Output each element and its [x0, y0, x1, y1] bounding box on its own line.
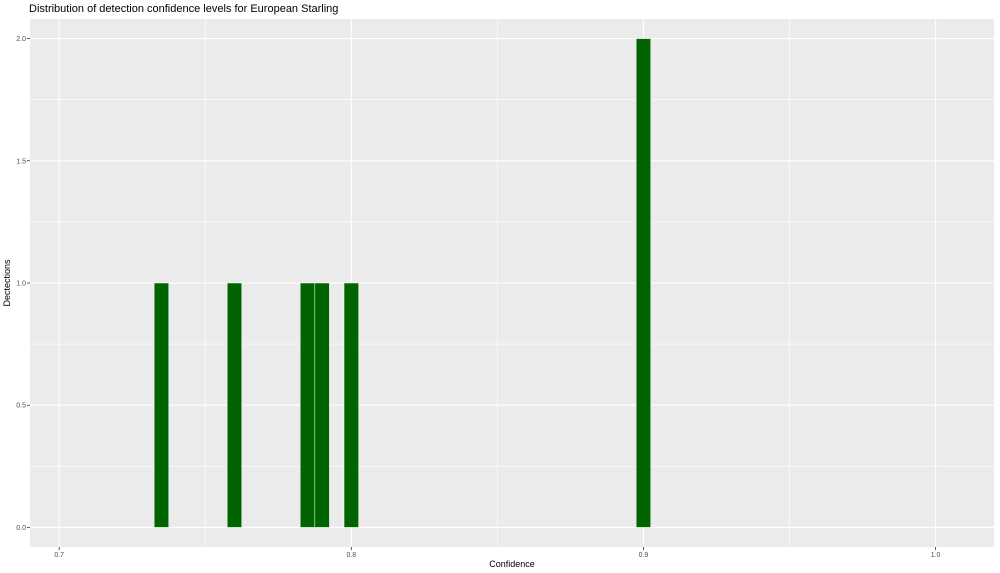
- chart-title: Distribution of detection confidence lev…: [29, 3, 338, 15]
- y-axis-title: Dectections: [2, 259, 12, 307]
- x-tick-label: 1.0: [931, 552, 941, 559]
- y-tick-label: 0.5: [16, 403, 26, 410]
- histogram-bar: [226, 282, 243, 528]
- x-axis-title: Confidence: [489, 559, 535, 569]
- x-axis: 0.7 0.8 0.9 1.0: [54, 547, 941, 559]
- x-tick-label: 0.9: [639, 552, 649, 559]
- y-tick-label: 1.5: [16, 158, 26, 165]
- x-tick-label: 0.7: [54, 552, 64, 559]
- histogram-bar: [153, 282, 170, 528]
- histogram-bar: [343, 282, 359, 528]
- y-axis: 0.0 0.5 1.0 1.5 2.0: [16, 36, 30, 532]
- histogram-bar: [635, 38, 652, 528]
- bars: [153, 38, 652, 528]
- x-tick-label: 0.8: [346, 552, 356, 559]
- y-tick-label: 0.0: [16, 525, 26, 532]
- y-tick-label: 2.0: [16, 36, 26, 43]
- histogram-bar: [299, 282, 316, 528]
- y-tick-label: 1.0: [16, 281, 26, 288]
- histogram-bar: [314, 282, 330, 528]
